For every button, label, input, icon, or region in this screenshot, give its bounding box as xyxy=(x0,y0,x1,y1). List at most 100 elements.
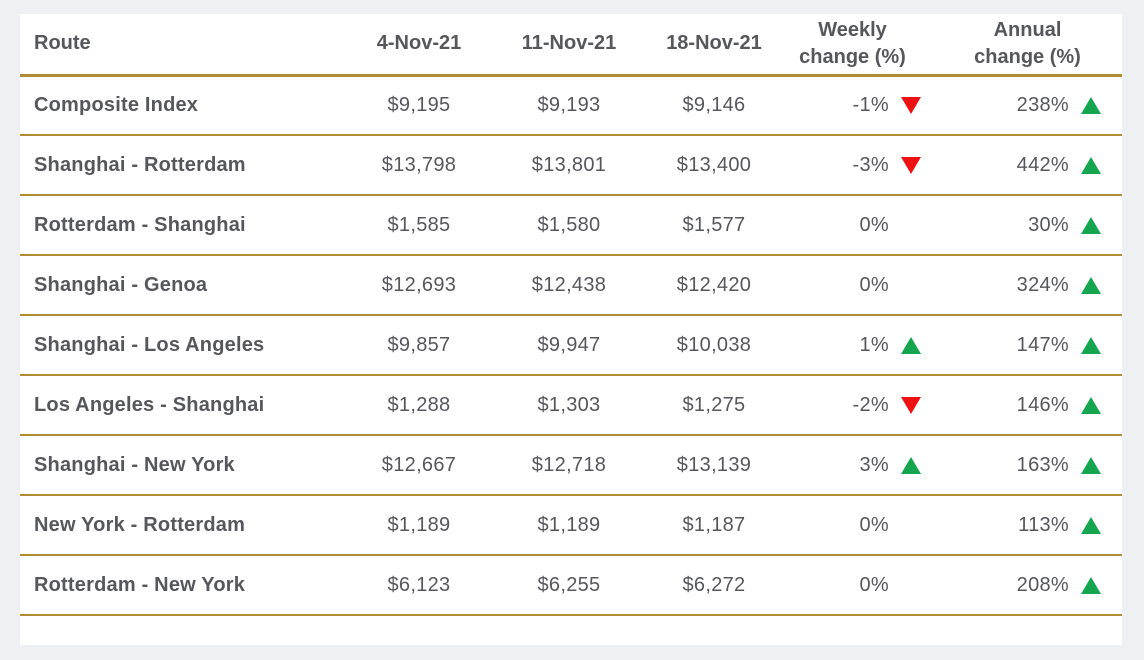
up-arrow-icon xyxy=(1081,276,1101,294)
annual-change-value: 30% xyxy=(1028,213,1069,236)
annual-change-cell: 147% xyxy=(954,315,1122,376)
freight-rates-card: Route 4-Nov-21 11-Nov-21 18-Nov-21 Weekl… xyxy=(20,14,1122,645)
annual-change-cell: 146% xyxy=(954,375,1122,436)
rate-11-nov-cell: $1,580 xyxy=(494,195,644,256)
rate-4-nov-cell: $1,585 xyxy=(344,195,494,256)
up-arrow-icon xyxy=(1081,576,1101,594)
weekly-change-cell: -3% xyxy=(784,135,954,196)
annual-change-label: Annual change (%) xyxy=(974,18,1081,68)
table-row: Los Angeles - Shanghai $1,288 $1,303 $1,… xyxy=(20,375,1122,436)
annual-change-cell: 442% xyxy=(954,135,1122,196)
annual-arrow-slot xyxy=(1069,576,1101,594)
route-name-cell: New York - Rotterdam xyxy=(20,495,344,556)
down-arrow-icon xyxy=(901,96,921,114)
weekly-change-value: 0% xyxy=(859,213,889,236)
table-row: Shanghai - Genoa $12,693 $12,438 $12,420… xyxy=(20,255,1122,316)
rate-11-nov-cell: $9,193 xyxy=(494,75,644,136)
annual-arrow-slot xyxy=(1069,216,1101,234)
weekly-change-cell: 3% xyxy=(784,435,954,496)
up-arrow-icon xyxy=(1081,396,1101,414)
weekly-change-value: 0% xyxy=(859,273,889,296)
annual-arrow-slot xyxy=(1069,396,1101,414)
rate-18-nov-cell: $13,139 xyxy=(644,435,784,496)
down-arrow-icon xyxy=(901,156,921,174)
up-arrow-icon xyxy=(1081,96,1101,114)
table-row: Shanghai - Los Angeles $9,857 $9,947 $10… xyxy=(20,315,1122,376)
column-header-date-18-nov-21: 18-Nov-21 xyxy=(644,14,784,77)
route-name-cell: Rotterdam - New York xyxy=(20,555,344,616)
rate-11-nov-cell: $1,189 xyxy=(494,495,644,556)
annual-change-value: 146% xyxy=(1016,393,1069,416)
rate-4-nov-cell: $12,693 xyxy=(344,255,494,316)
annual-change-value: 324% xyxy=(1016,273,1069,296)
annual-arrow-slot xyxy=(1069,276,1101,294)
annual-arrow-slot xyxy=(1069,456,1101,474)
annual-change-cell: 163% xyxy=(954,435,1122,496)
weekly-arrow-slot xyxy=(889,156,921,174)
weekly-arrow-slot xyxy=(889,277,921,294)
down-arrow-icon xyxy=(901,396,921,414)
annual-arrow-slot xyxy=(1069,96,1101,114)
route-name-cell: Shanghai - Rotterdam xyxy=(20,135,344,196)
rate-18-nov-cell: $1,187 xyxy=(644,495,784,556)
annual-change-value: 147% xyxy=(1016,333,1069,356)
rate-11-nov-cell: $9,947 xyxy=(494,315,644,376)
annual-change-cell: 238% xyxy=(954,75,1122,136)
rate-4-nov-cell: $9,195 xyxy=(344,75,494,136)
weekly-change-value: -2% xyxy=(852,393,889,416)
rate-11-nov-cell: $12,438 xyxy=(494,255,644,316)
annual-change-value: 238% xyxy=(1016,93,1069,116)
rate-18-nov-cell: $1,275 xyxy=(644,375,784,436)
table-row: Rotterdam - Shanghai $1,585 $1,580 $1,57… xyxy=(20,195,1122,256)
rate-4-nov-cell: $12,667 xyxy=(344,435,494,496)
table-row: Shanghai - Rotterdam $13,798 $13,801 $13… xyxy=(20,135,1122,196)
route-name-cell: Shanghai - Los Angeles xyxy=(20,315,344,376)
column-header-route: Route xyxy=(20,14,344,77)
rate-4-nov-cell: $6,123 xyxy=(344,555,494,616)
rate-18-nov-cell: $1,577 xyxy=(644,195,784,256)
weekly-change-value: 0% xyxy=(859,573,889,596)
annual-change-value: 442% xyxy=(1016,153,1069,176)
annual-arrow-slot xyxy=(1069,336,1101,354)
annual-change-cell: 324% xyxy=(954,255,1122,316)
column-header-weekly-change: Weekly change (%) xyxy=(784,14,954,77)
rate-18-nov-cell: $10,038 xyxy=(644,315,784,376)
weekly-change-cell: 0% xyxy=(784,495,954,556)
annual-change-cell: 30% xyxy=(954,195,1122,256)
weekly-change-value: 1% xyxy=(859,333,889,356)
rate-4-nov-cell: $1,189 xyxy=(344,495,494,556)
rate-18-nov-cell: $9,146 xyxy=(644,75,784,136)
up-arrow-icon xyxy=(1081,156,1101,174)
weekly-arrow-slot xyxy=(889,577,921,594)
route-name-cell: Los Angeles - Shanghai xyxy=(20,375,344,436)
route-name-cell: Composite Index xyxy=(20,75,344,136)
freight-rates-table: Route 4-Nov-21 11-Nov-21 18-Nov-21 Weekl… xyxy=(20,14,1122,616)
annual-arrow-slot xyxy=(1069,156,1101,174)
route-name-cell: Shanghai - New York xyxy=(20,435,344,496)
rate-11-nov-cell: $13,801 xyxy=(494,135,644,196)
annual-change-cell: 208% xyxy=(954,555,1122,616)
up-arrow-icon xyxy=(1081,216,1101,234)
weekly-arrow-slot xyxy=(889,217,921,234)
weekly-change-cell: 0% xyxy=(784,555,954,616)
annual-change-value: 163% xyxy=(1016,453,1069,476)
weekly-arrow-slot xyxy=(889,517,921,534)
up-arrow-icon xyxy=(901,336,921,354)
weekly-change-value: -1% xyxy=(852,93,889,116)
annual-arrow-slot xyxy=(1069,516,1101,534)
rate-4-nov-cell: $9,857 xyxy=(344,315,494,376)
route-name-cell: Shanghai - Genoa xyxy=(20,255,344,316)
rate-18-nov-cell: $12,420 xyxy=(644,255,784,316)
annual-change-value: 113% xyxy=(1018,513,1069,536)
weekly-arrow-slot xyxy=(889,96,921,114)
rate-4-nov-cell: $13,798 xyxy=(344,135,494,196)
weekly-change-label: Weekly change (%) xyxy=(799,18,906,68)
up-arrow-icon xyxy=(1081,516,1101,534)
weekly-change-value: -3% xyxy=(852,153,889,176)
table-row: Shanghai - New York $12,667 $12,718 $13,… xyxy=(20,435,1122,496)
weekly-change-cell: -2% xyxy=(784,375,954,436)
weekly-arrow-slot xyxy=(889,336,921,354)
up-arrow-icon xyxy=(1081,456,1101,474)
annual-change-cell: 113% xyxy=(954,495,1122,556)
